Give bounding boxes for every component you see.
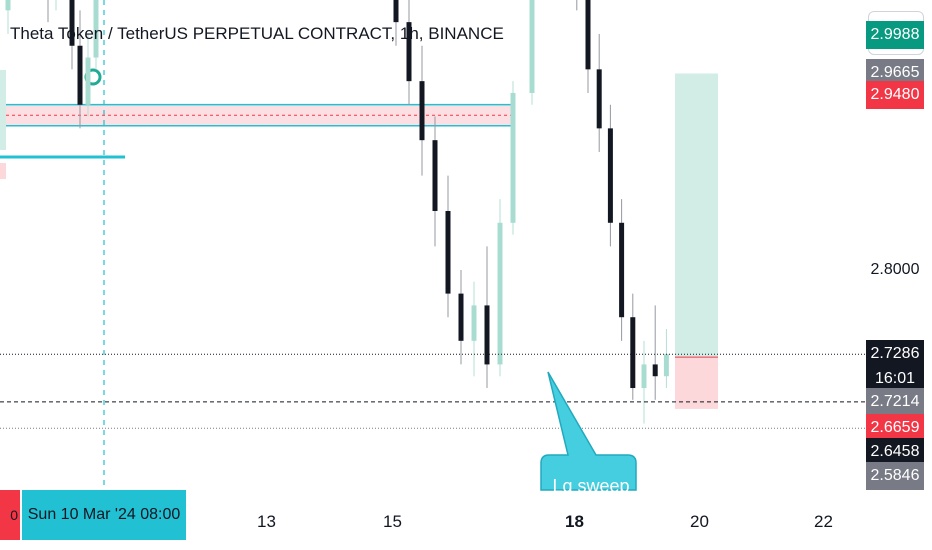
left-profit-mark bbox=[0, 70, 6, 150]
time-tick-label: 20 bbox=[690, 512, 709, 531]
candle-body bbox=[497, 222, 503, 365]
candle-body bbox=[630, 317, 636, 389]
price-label: 2.9988 bbox=[866, 21, 924, 50]
price-label: 2.5846 bbox=[866, 461, 924, 490]
candle-body bbox=[93, 0, 99, 58]
position-profit-zone bbox=[675, 73, 718, 358]
price-label: 2.9665 bbox=[866, 59, 924, 88]
candle-body bbox=[652, 364, 658, 377]
callout-bubble bbox=[540, 371, 637, 491]
price-label: 2.6659 bbox=[866, 414, 924, 443]
crosshair-prev-label: 0 bbox=[0, 490, 20, 540]
candle-body bbox=[619, 222, 625, 318]
candles-layer bbox=[5, 0, 669, 424]
price-label: 2.7214 bbox=[866, 387, 924, 416]
price-label: 2.9480 bbox=[866, 81, 924, 110]
candle-body bbox=[585, 0, 591, 70]
supply-zone bbox=[0, 103, 515, 127]
left-loss-mark bbox=[0, 163, 6, 179]
annotation-text: Lq sweep bbox=[552, 476, 630, 496]
candle-body bbox=[529, 0, 535, 93]
annotation-callout[interactable] bbox=[540, 371, 637, 491]
candle-body bbox=[432, 140, 438, 211]
time-tick-label: 18 bbox=[565, 512, 584, 531]
time-tick-label: 22 bbox=[814, 512, 833, 531]
candle-body bbox=[458, 293, 464, 341]
price-label: 2.8000 bbox=[870, 261, 920, 278]
price-label: 2.7286 bbox=[866, 340, 924, 369]
candle-body bbox=[5, 0, 11, 11]
drawings-layer bbox=[0, 0, 718, 490]
candle-body bbox=[406, 22, 412, 82]
candle-body bbox=[607, 128, 613, 223]
candle-body bbox=[596, 69, 602, 129]
candle-body bbox=[393, 0, 399, 23]
time-tick-label: 15 bbox=[383, 512, 402, 531]
crosshair-time-label: Sun 10 Mar '24 08:00 bbox=[22, 490, 186, 540]
levels-layer bbox=[0, 353, 866, 429]
candle-body bbox=[484, 305, 490, 365]
candle-body bbox=[445, 210, 451, 294]
candle-body bbox=[69, 0, 75, 46]
candle-body bbox=[510, 92, 516, 223]
position-loss-zone bbox=[675, 357, 718, 409]
candle-body bbox=[471, 305, 477, 341]
time-tick-label: 13 bbox=[257, 512, 276, 531]
candle-body bbox=[419, 81, 425, 141]
candle-body bbox=[663, 354, 669, 377]
candle-body bbox=[641, 364, 647, 389]
candle-body bbox=[77, 45, 83, 105]
chart-title: Theta Token / TetherUS PERPETUAL CONTRAC… bbox=[10, 24, 504, 43]
price-label: 2.6458 bbox=[866, 438, 924, 466]
candle-body bbox=[85, 57, 91, 105]
